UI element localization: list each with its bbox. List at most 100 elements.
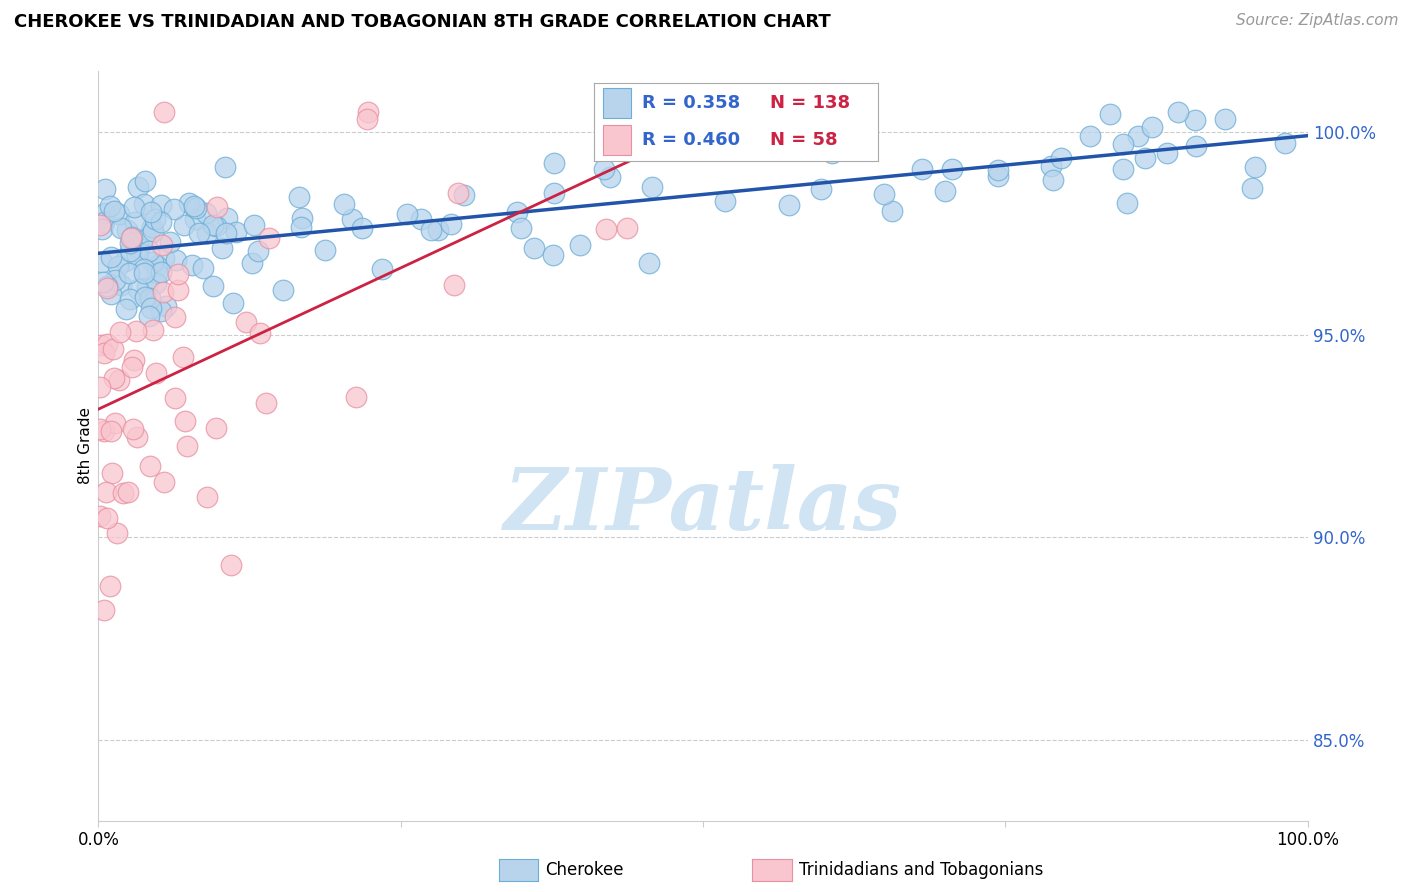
Point (191, 260, 214, 275)
Point (616, 221, 638, 235)
Point (121, 230, 143, 244)
Point (146, 260, 169, 274)
Point (1274, 136, 1296, 150)
FancyBboxPatch shape (603, 88, 631, 118)
Point (93, 424, 115, 438)
Point (93, 603, 115, 617)
Point (150, 198, 173, 212)
Point (254, 395, 277, 409)
Point (1156, 146, 1178, 161)
Point (411, 211, 433, 226)
Point (350, 221, 373, 235)
Point (122, 200, 145, 214)
Point (117, 484, 139, 499)
Point (453, 188, 475, 202)
Point (371, 261, 394, 276)
Text: R = 0.460: R = 0.460 (643, 131, 741, 149)
Point (141, 220, 163, 235)
Point (1167, 104, 1189, 119)
Point (98, 579, 121, 593)
Text: ZIPatlas: ZIPatlas (503, 464, 903, 548)
Point (987, 162, 1010, 177)
Point (134, 174, 156, 188)
FancyBboxPatch shape (603, 125, 631, 155)
Point (165, 253, 187, 268)
Point (1112, 161, 1135, 176)
Point (124, 215, 146, 229)
Point (103, 370, 125, 384)
Text: Source: ZipAtlas.com: Source: ZipAtlas.com (1236, 13, 1399, 29)
Point (143, 212, 166, 227)
Point (105, 526, 128, 541)
Point (93, 346, 115, 360)
Point (173, 218, 195, 232)
Point (138, 244, 160, 259)
Point (443, 277, 465, 292)
Text: R = 0.358: R = 0.358 (643, 94, 741, 112)
Point (219, 558, 242, 573)
Point (595, 222, 617, 236)
Point (153, 251, 176, 265)
Point (89, 422, 111, 436)
Point (127, 180, 149, 194)
Point (104, 273, 127, 287)
Point (163, 310, 186, 325)
Point (121, 359, 143, 374)
Point (142, 323, 165, 337)
Point (89, 380, 111, 394)
Point (205, 219, 228, 233)
Point (249, 326, 271, 341)
Point (523, 241, 546, 255)
Point (211, 241, 233, 255)
Point (184, 201, 207, 215)
Point (152, 285, 174, 300)
Point (810, 182, 832, 196)
Point (118, 266, 141, 280)
Point (91, 222, 114, 236)
Point (396, 207, 419, 221)
Point (247, 244, 270, 258)
Point (120, 231, 142, 245)
Point (100, 250, 122, 264)
Point (176, 439, 198, 453)
Point (222, 295, 245, 310)
Point (152, 475, 174, 490)
Point (94, 205, 117, 219)
Point (118, 244, 141, 259)
Point (138, 227, 160, 242)
Point (225, 225, 247, 239)
Point (136, 280, 159, 294)
Point (98, 199, 121, 213)
Point (101, 342, 124, 356)
Point (159, 235, 181, 250)
Point (1213, 112, 1236, 126)
Point (568, 237, 591, 252)
Point (183, 199, 205, 213)
Point (235, 315, 257, 329)
Point (987, 169, 1010, 183)
Point (1241, 180, 1264, 194)
Point (290, 220, 312, 235)
Point (139, 301, 162, 316)
Point (100, 424, 122, 438)
Point (114, 253, 136, 268)
Point (152, 104, 174, 119)
Point (138, 309, 160, 323)
Point (96, 337, 118, 351)
Text: CHEROKEE VS TRINIDADIAN AND TOBAGONIAN 8TH GRADE CORRELATION CHART: CHEROKEE VS TRINIDADIAN AND TOBAGONIAN 8… (14, 13, 831, 31)
Point (314, 243, 336, 257)
Point (243, 218, 266, 232)
Point (257, 231, 280, 245)
Point (122, 422, 145, 436)
Point (181, 258, 204, 272)
Point (142, 255, 165, 269)
Point (132, 266, 155, 280)
Point (509, 220, 531, 235)
Point (125, 430, 148, 444)
Point (1042, 173, 1064, 187)
Point (128, 241, 150, 255)
Point (146, 266, 169, 280)
Point (447, 186, 470, 201)
Point (107, 373, 129, 387)
Point (1099, 107, 1122, 121)
